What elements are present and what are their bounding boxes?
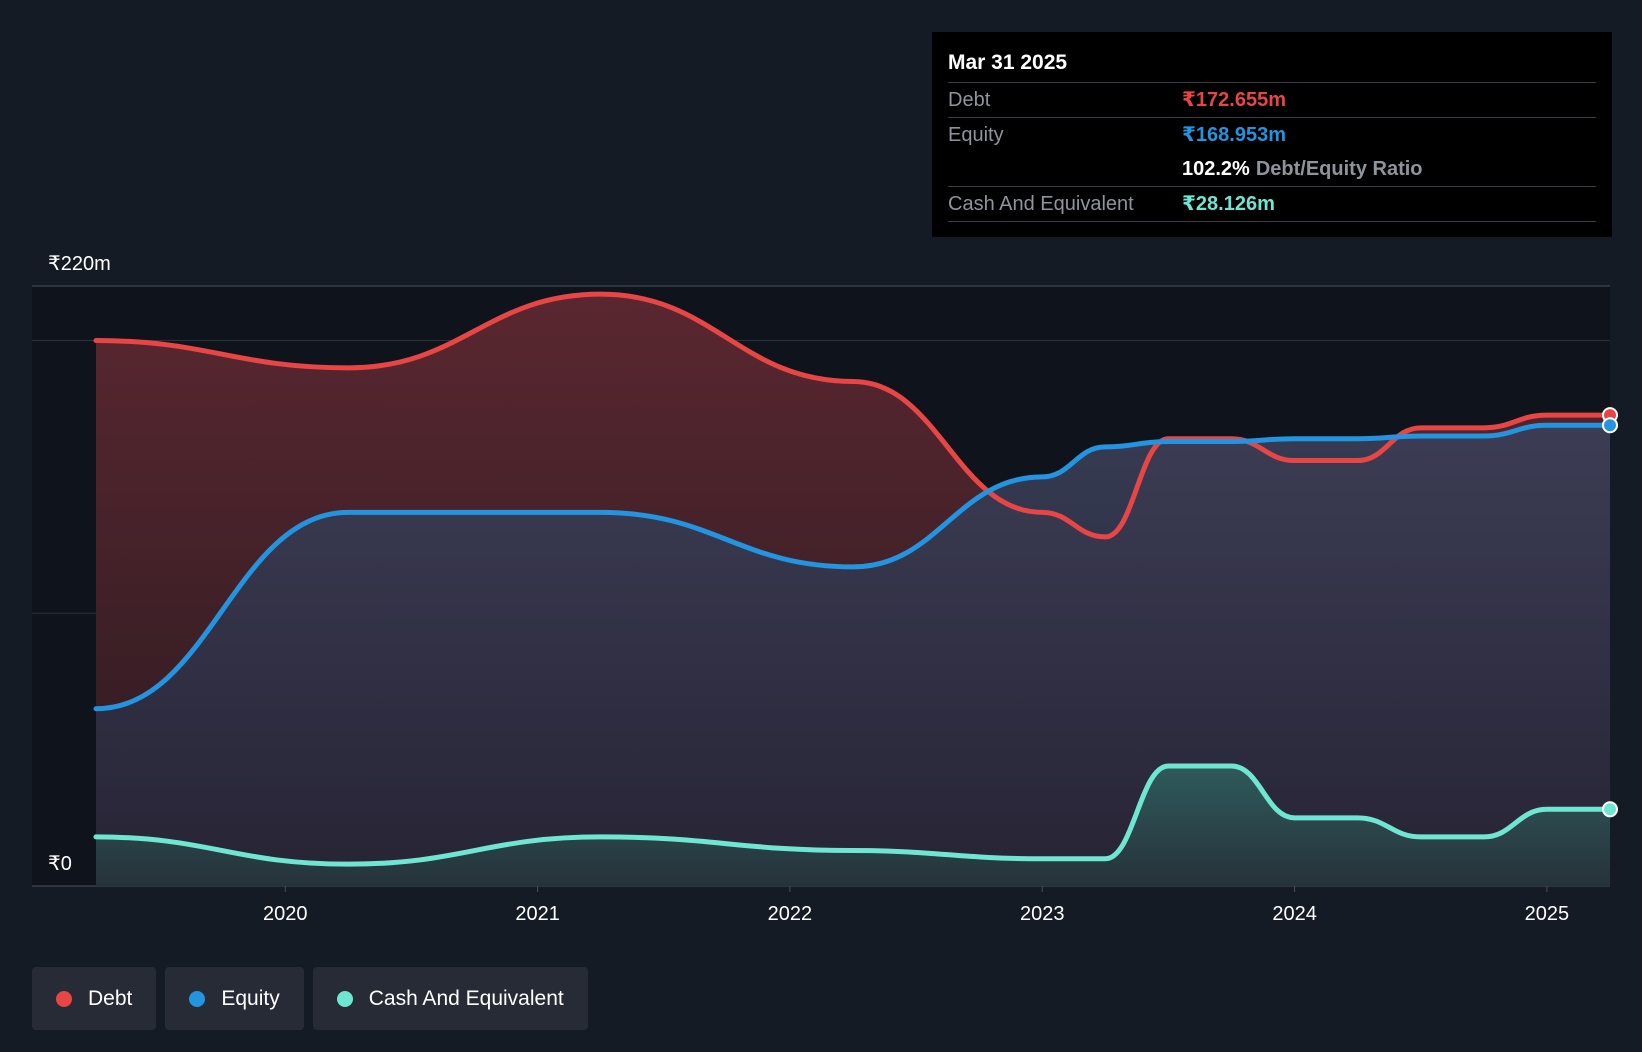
legend-label-equity: Equity bbox=[221, 986, 280, 1010]
x-tick-label-2023: 2023 bbox=[1020, 903, 1065, 925]
legend-item-cash[interactable]: Cash And Equivalent bbox=[312, 967, 588, 1030]
tooltip-cash-label: Cash And Equivalent bbox=[948, 193, 1134, 215]
tooltip-equity-value: ₹168.953m bbox=[1182, 124, 1286, 146]
legend-item-debt[interactable]: Debt bbox=[32, 967, 157, 1030]
tooltip-equity-row: Equity ₹168.953m bbox=[948, 118, 1596, 152]
x-tick-label-2021: 2021 bbox=[515, 903, 560, 925]
cash-and-equivalent-line bbox=[93, 763, 1613, 867]
cash-and-equivalent-area bbox=[96, 766, 1610, 886]
tooltip-cash-value: ₹28.126m bbox=[1182, 193, 1275, 215]
tooltip-cash-row: Cash And Equivalent ₹28.126m bbox=[948, 187, 1596, 222]
tooltip-equity-label: Equity bbox=[948, 124, 1004, 146]
tooltip-ratio-label: Debt/Equity Ratio bbox=[1255, 158, 1423, 180]
tooltip-debt-label: Debt bbox=[948, 89, 991, 111]
x-tick-label-2025: 2025 bbox=[1525, 903, 1570, 925]
legend-item-equity[interactable]: Equity bbox=[165, 967, 304, 1030]
tooltip-debt-value: ₹172.655m bbox=[1182, 89, 1286, 111]
legend-label-cash: Cash And Equivalent bbox=[368, 986, 564, 1010]
tooltip-ratio-row: 102.2% Debt/Equity Ratio bbox=[948, 152, 1596, 187]
equity-dot-icon bbox=[189, 990, 206, 1007]
y-max-label: ₹220m bbox=[48, 253, 111, 275]
equity-line bbox=[93, 422, 1613, 712]
tooltip-ratio-value: 102.2% bbox=[1182, 158, 1250, 180]
tooltip-date: Mar 31 2025 bbox=[948, 44, 1596, 83]
legend-label-debt: Debt bbox=[88, 986, 133, 1010]
x-tick-label-2022: 2022 bbox=[768, 903, 813, 925]
cash-dot-icon bbox=[336, 990, 353, 1007]
tooltip-debt-row: Debt ₹172.655m bbox=[948, 83, 1596, 118]
tooltip: Mar 31 2025 Debt ₹172.655m Equity ₹168.9… bbox=[932, 32, 1612, 237]
equity-end-marker bbox=[1602, 417, 1618, 434]
y-min-label: ₹0 bbox=[48, 853, 72, 875]
x-tick-label-2024: 2024 bbox=[1272, 903, 1317, 925]
legend: Debt Equity Cash And Equivalent bbox=[32, 967, 588, 1030]
cash-and-equivalent-end-marker bbox=[1602, 801, 1618, 818]
debt-dot-icon bbox=[56, 990, 72, 1007]
x-tick-label-2020: 2020 bbox=[263, 903, 308, 925]
debt-line bbox=[93, 291, 1613, 540]
